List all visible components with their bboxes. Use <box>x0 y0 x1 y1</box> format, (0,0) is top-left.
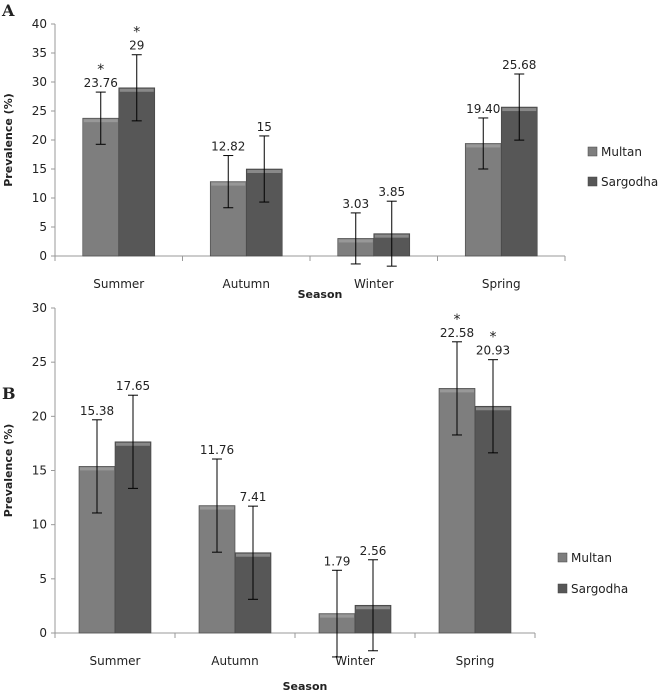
data-label: 12.82 <box>211 140 245 154</box>
legend-swatch <box>557 552 568 563</box>
x-tick-label: Summer <box>93 277 144 291</box>
legend-label: Sargodha <box>601 175 658 189</box>
data-label: 20.93 <box>476 344 510 358</box>
data-label: 2.56 <box>360 544 387 558</box>
y-tick-label: 30 <box>32 75 47 89</box>
significance-marker: * <box>97 62 104 78</box>
y-tick-label: 25 <box>32 104 47 118</box>
x-tick-label: Winter <box>354 277 394 291</box>
x-axis-title: Season <box>283 680 328 693</box>
data-label: 19.40 <box>466 102 500 116</box>
legend-label: Multan <box>571 551 612 565</box>
y-tick-label: 35 <box>32 46 47 60</box>
data-label: 11.76 <box>200 443 234 457</box>
data-label: 25.68 <box>502 58 536 72</box>
y-axis-title: Prevalence (%) <box>2 424 15 518</box>
x-tick-label: Spring <box>482 277 521 291</box>
data-label: 15 <box>257 120 272 134</box>
data-label: 3.85 <box>378 185 405 199</box>
data-label: 17.65 <box>116 379 150 393</box>
y-tick-label: 10 <box>32 518 47 532</box>
data-label: 1.79 <box>324 554 351 568</box>
legend-swatch <box>587 176 598 187</box>
y-tick-label: 0 <box>39 249 47 263</box>
significance-marker: * <box>454 312 461 328</box>
significance-marker: * <box>490 330 497 346</box>
x-axis-title: Season <box>298 288 343 301</box>
y-tick-label: 20 <box>32 409 47 423</box>
legend-swatch <box>587 146 598 157</box>
data-label: 15.38 <box>80 404 114 418</box>
x-tick-label: Summer <box>90 654 141 668</box>
data-label: 7.41 <box>240 490 267 504</box>
data-label: 3.03 <box>342 197 369 211</box>
x-tick-label: Spring <box>456 654 495 668</box>
x-tick-label: Winter <box>335 654 375 668</box>
y-tick-label: 15 <box>32 162 47 176</box>
y-tick-label: 10 <box>32 191 47 205</box>
panel-label: A <box>1 1 15 20</box>
data-label: 29 <box>129 39 144 53</box>
y-tick-label: 0 <box>39 626 47 640</box>
y-tick-label: 20 <box>32 133 47 147</box>
y-tick-label: 25 <box>32 355 47 369</box>
panel-label: B <box>2 384 16 403</box>
y-tick-label: 5 <box>39 220 47 234</box>
legend-swatch <box>557 583 568 594</box>
y-tick-label: 40 <box>32 17 47 31</box>
y-tick-label: 15 <box>32 464 47 478</box>
legend-label: Multan <box>601 145 642 159</box>
y-axis-title: Prevalence (%) <box>2 93 15 187</box>
x-tick-label: Autumn <box>223 277 270 291</box>
legend-label: Sargodha <box>571 582 628 596</box>
x-tick-label: Autumn <box>211 654 258 668</box>
data-label: 22.58 <box>440 326 474 340</box>
significance-marker: * <box>133 25 140 41</box>
y-tick-label: 30 <box>32 301 47 315</box>
y-tick-label: 5 <box>39 572 47 586</box>
data-label: 23.76 <box>84 76 118 90</box>
